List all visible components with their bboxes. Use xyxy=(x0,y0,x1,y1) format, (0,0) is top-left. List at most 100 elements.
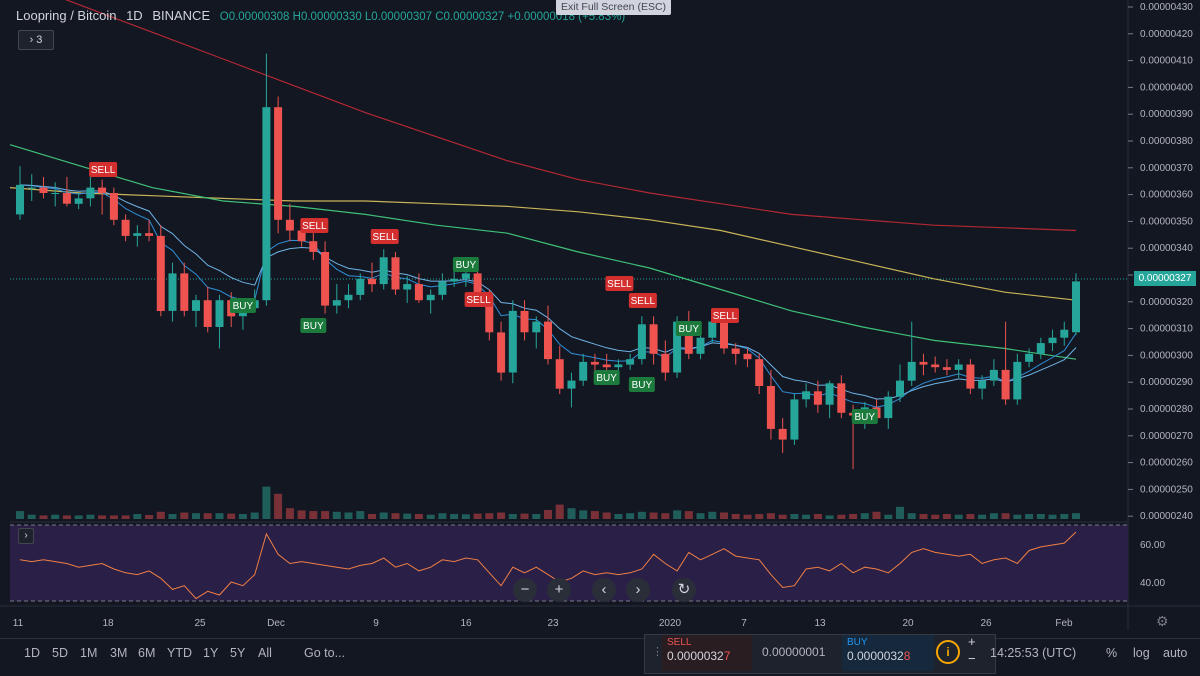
candle-body xyxy=(133,233,142,236)
signal-label: SELL xyxy=(631,296,656,307)
timeframe-1d-button[interactable]: 1D xyxy=(24,646,40,660)
rsi-tick: 40.00 xyxy=(1140,578,1165,589)
timeframe-3m-button[interactable]: 3M xyxy=(110,646,128,660)
candle-body xyxy=(379,257,388,285)
candle-body xyxy=(461,273,470,279)
price-tick: 0.00000380 xyxy=(1140,136,1193,147)
exit-fullscreen-button[interactable]: Exit Full Screen (ESC) xyxy=(556,0,672,15)
timeframe-5y-button[interactable]: 5Y xyxy=(230,646,246,660)
timeframe-1y-button[interactable]: 1Y xyxy=(203,646,219,660)
candle-body xyxy=(661,353,670,373)
zoom-in-button[interactable]: + xyxy=(547,578,571,602)
sell-button[interactable]: SELL 0.00000327 xyxy=(662,635,752,671)
volume-bar xyxy=(62,515,71,519)
timeframe-1m-button[interactable]: 1M xyxy=(80,646,98,660)
volume-bar xyxy=(145,515,154,519)
sell-signal: SELL xyxy=(300,218,329,233)
candle-body xyxy=(109,193,118,220)
candle xyxy=(121,214,130,242)
ma-50-line xyxy=(9,144,1077,360)
signal-badge xyxy=(851,409,878,424)
signal-label: BUY xyxy=(632,380,653,391)
drag-handle-icon[interactable]: ⋮ xyxy=(652,646,663,658)
rsi-collapse-button[interactable]: › xyxy=(18,528,34,544)
sell-signal: SELL xyxy=(464,292,493,307)
candle-body xyxy=(532,321,541,333)
utc-clock[interactable]: 14:25:53 (UTC) xyxy=(990,646,1077,660)
volume-bar xyxy=(896,506,904,519)
candle xyxy=(450,270,459,287)
indicators-toggle-button[interactable]: › 3 xyxy=(18,30,54,50)
candle-body xyxy=(27,187,36,189)
quantity-plus-button[interactable]: + xyxy=(968,634,976,649)
candle-body xyxy=(766,386,775,429)
scroll-left-button[interactable]: ‹ xyxy=(592,578,616,602)
volume-bar xyxy=(602,512,611,519)
log-scale-toggle[interactable]: log xyxy=(1133,646,1150,660)
candle xyxy=(414,273,423,303)
volume-bar xyxy=(109,515,118,519)
candle xyxy=(1036,337,1045,360)
buy-button[interactable]: BUY 0.00000328 xyxy=(842,635,934,671)
volume-bar xyxy=(344,512,353,519)
candle xyxy=(626,353,635,370)
candle-body xyxy=(684,321,693,354)
volume-bar xyxy=(426,514,435,519)
timeframe-ytd-button[interactable]: YTD xyxy=(167,646,192,660)
reset-chart-button[interactable]: ↻ xyxy=(672,578,696,602)
price-tick: 0.00000250 xyxy=(1140,484,1193,495)
candle-body xyxy=(1072,281,1080,333)
candle-body xyxy=(391,257,400,290)
candle-body xyxy=(344,294,353,301)
candle-body xyxy=(837,383,846,413)
percent-scale-toggle[interactable]: % xyxy=(1106,646,1118,660)
volume-bar xyxy=(966,514,975,519)
candle xyxy=(790,394,799,445)
signal-badge xyxy=(675,321,702,336)
volume-bar xyxy=(720,512,728,519)
rsi-tick: 60.00 xyxy=(1140,540,1165,551)
zoom-out-button[interactable]: − xyxy=(513,578,537,602)
volume-bar xyxy=(332,511,341,519)
buy-signal: BUY xyxy=(851,409,878,424)
candle xyxy=(309,230,318,260)
price-tick: 0.00000260 xyxy=(1140,458,1193,469)
quantity-minus-button[interactable]: − xyxy=(968,651,976,666)
scroll-right-button[interactable]: › xyxy=(626,578,650,602)
timeframe-6m-button[interactable]: 6M xyxy=(138,646,156,660)
volume-bar xyxy=(274,493,283,519)
candle xyxy=(602,353,611,373)
candle xyxy=(1060,321,1069,346)
candle xyxy=(567,372,576,408)
volume-bar xyxy=(544,510,552,519)
candle xyxy=(98,179,107,215)
candle xyxy=(27,174,36,202)
volume-bar xyxy=(39,515,48,519)
volume-bar xyxy=(590,511,599,519)
candle-body xyxy=(121,219,130,236)
volume-bar xyxy=(98,515,107,519)
volume-bar xyxy=(825,515,834,519)
time-tick: 7 xyxy=(741,618,747,629)
candle-body xyxy=(74,198,83,204)
candle-body xyxy=(39,187,48,193)
volume-bar xyxy=(942,514,951,519)
candle-body xyxy=(497,332,506,373)
info-icon[interactable]: i xyxy=(936,640,960,664)
auto-scale-toggle[interactable]: auto xyxy=(1163,646,1188,660)
price-tick: 0.00000270 xyxy=(1140,431,1193,442)
timeframe-5d-button[interactable]: 5D xyxy=(52,646,68,660)
signal-badge xyxy=(89,162,118,177)
volume-bar xyxy=(1048,514,1057,519)
goto-button[interactable]: Go to... xyxy=(304,646,345,660)
candle xyxy=(16,166,24,220)
volume-bar xyxy=(309,511,318,519)
candle xyxy=(778,418,787,453)
symbol-legend[interactable]: Loopring / Bitcoin 1D BINANCE O0.0000030… xyxy=(16,8,625,23)
volume-bar xyxy=(27,514,36,519)
candle-body xyxy=(884,396,893,419)
gear-icon[interactable]: ⚙ xyxy=(1156,613,1169,629)
candle xyxy=(321,241,330,314)
timeframe-all-button[interactable]: All xyxy=(258,646,272,660)
